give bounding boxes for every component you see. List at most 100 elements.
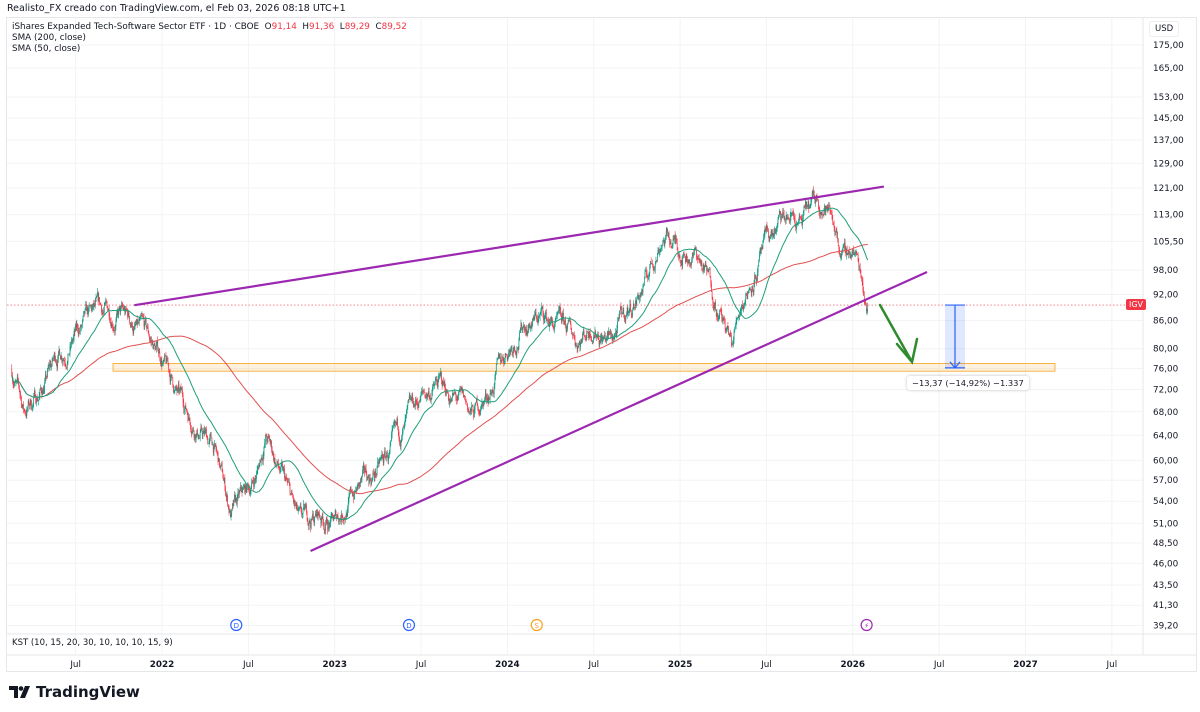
high-value: 91,36 bbox=[309, 22, 335, 32]
candle-body bbox=[285, 477, 287, 480]
candle bbox=[809, 203, 811, 209]
candle bbox=[600, 333, 602, 342]
indicator-sma50[interactable]: SMA (50, close) bbox=[12, 44, 81, 54]
candle bbox=[636, 296, 638, 309]
kst-indicator-label[interactable]: KST (10, 15, 20, 30, 10, 10, 10, 15, 9) bbox=[12, 638, 173, 648]
candle bbox=[102, 309, 104, 315]
price-tick-label: 137,00 bbox=[1153, 136, 1184, 146]
candle-body bbox=[577, 347, 579, 350]
close-value: 89,52 bbox=[381, 22, 407, 32]
candle bbox=[664, 237, 666, 249]
candle-body bbox=[495, 371, 496, 377]
candle bbox=[774, 228, 776, 235]
candle bbox=[362, 465, 363, 477]
candle-body bbox=[107, 307, 109, 311]
candle-body bbox=[293, 497, 294, 503]
candle bbox=[683, 251, 684, 259]
candle-body bbox=[299, 507, 300, 509]
event-marker-earnings-flash[interactable]: ⚡ bbox=[860, 618, 873, 632]
candle-body bbox=[746, 293, 747, 296]
candle bbox=[826, 205, 827, 210]
candle bbox=[654, 265, 655, 272]
candle-body bbox=[472, 405, 474, 413]
event-marker-dividend[interactable]: D bbox=[402, 618, 416, 632]
candle-body bbox=[68, 353, 69, 355]
candle bbox=[576, 342, 577, 347]
currency-label[interactable]: USD bbox=[1149, 21, 1180, 37]
candle bbox=[436, 376, 437, 386]
candle-body bbox=[162, 360, 164, 365]
candle bbox=[603, 336, 605, 342]
candle bbox=[326, 516, 328, 525]
candle-body bbox=[508, 352, 509, 358]
candle bbox=[585, 335, 586, 341]
candle bbox=[465, 398, 467, 403]
candle bbox=[613, 335, 614, 343]
candle-body bbox=[793, 214, 795, 217]
candle bbox=[376, 465, 378, 477]
candle bbox=[355, 486, 357, 493]
event-marker-dividend[interactable]: D bbox=[230, 618, 243, 632]
candle bbox=[706, 266, 708, 272]
time-tick-label: Jul bbox=[587, 660, 599, 670]
candle-body bbox=[44, 381, 45, 389]
candle-body bbox=[294, 500, 296, 505]
candle bbox=[850, 254, 852, 261]
price-tick-label: 80,00 bbox=[1153, 345, 1179, 355]
candle-body bbox=[272, 453, 274, 454]
candle-body bbox=[26, 409, 28, 416]
open-label: O bbox=[264, 22, 272, 32]
event-marker-split[interactable]: S bbox=[530, 618, 543, 632]
candle-body bbox=[66, 366, 67, 369]
candle bbox=[423, 388, 425, 393]
candle bbox=[518, 337, 520, 351]
candle bbox=[797, 222, 799, 227]
candle bbox=[96, 295, 98, 298]
candle bbox=[153, 342, 155, 347]
candle-body bbox=[464, 395, 466, 400]
candle bbox=[219, 458, 220, 468]
indicator-sma200[interactable]: SMA (200, close) bbox=[12, 33, 86, 43]
candle-body bbox=[610, 332, 612, 335]
candle bbox=[34, 389, 36, 398]
symbol-line[interactable]: iShares Expanded Tech-Software Sector ET… bbox=[12, 22, 407, 33]
candle-body bbox=[748, 292, 749, 294]
candle-body bbox=[165, 355, 167, 363]
candle bbox=[531, 322, 533, 332]
candle-body bbox=[624, 314, 625, 320]
candle bbox=[491, 389, 492, 396]
candle bbox=[408, 391, 410, 400]
candle bbox=[42, 386, 44, 395]
candle-body bbox=[571, 329, 573, 334]
candle-body bbox=[334, 515, 335, 519]
candle-body bbox=[844, 242, 845, 246]
candle-body bbox=[531, 325, 533, 328]
candle-body bbox=[411, 394, 413, 401]
candle bbox=[422, 390, 424, 394]
candle-body bbox=[738, 316, 740, 319]
candle bbox=[464, 394, 466, 401]
candle-body bbox=[828, 206, 829, 210]
candle-body bbox=[108, 308, 110, 316]
candle-body bbox=[158, 351, 160, 354]
candle-body bbox=[613, 337, 615, 340]
candle bbox=[412, 392, 414, 405]
candle-body bbox=[18, 379, 19, 386]
candle-body bbox=[232, 503, 234, 506]
candle-body bbox=[616, 328, 618, 336]
candle-body bbox=[391, 434, 392, 441]
candle bbox=[249, 489, 251, 497]
candle-body bbox=[578, 344, 579, 348]
candle-body bbox=[342, 517, 344, 520]
candle-body bbox=[541, 306, 543, 307]
candle bbox=[349, 489, 350, 498]
candle-body bbox=[783, 212, 784, 215]
candle-body bbox=[445, 391, 447, 396]
candle-body bbox=[76, 324, 78, 328]
candle bbox=[174, 386, 176, 395]
candle-body bbox=[134, 324, 136, 326]
candle bbox=[399, 436, 400, 447]
candle-body bbox=[728, 328, 729, 335]
candle bbox=[99, 296, 100, 306]
